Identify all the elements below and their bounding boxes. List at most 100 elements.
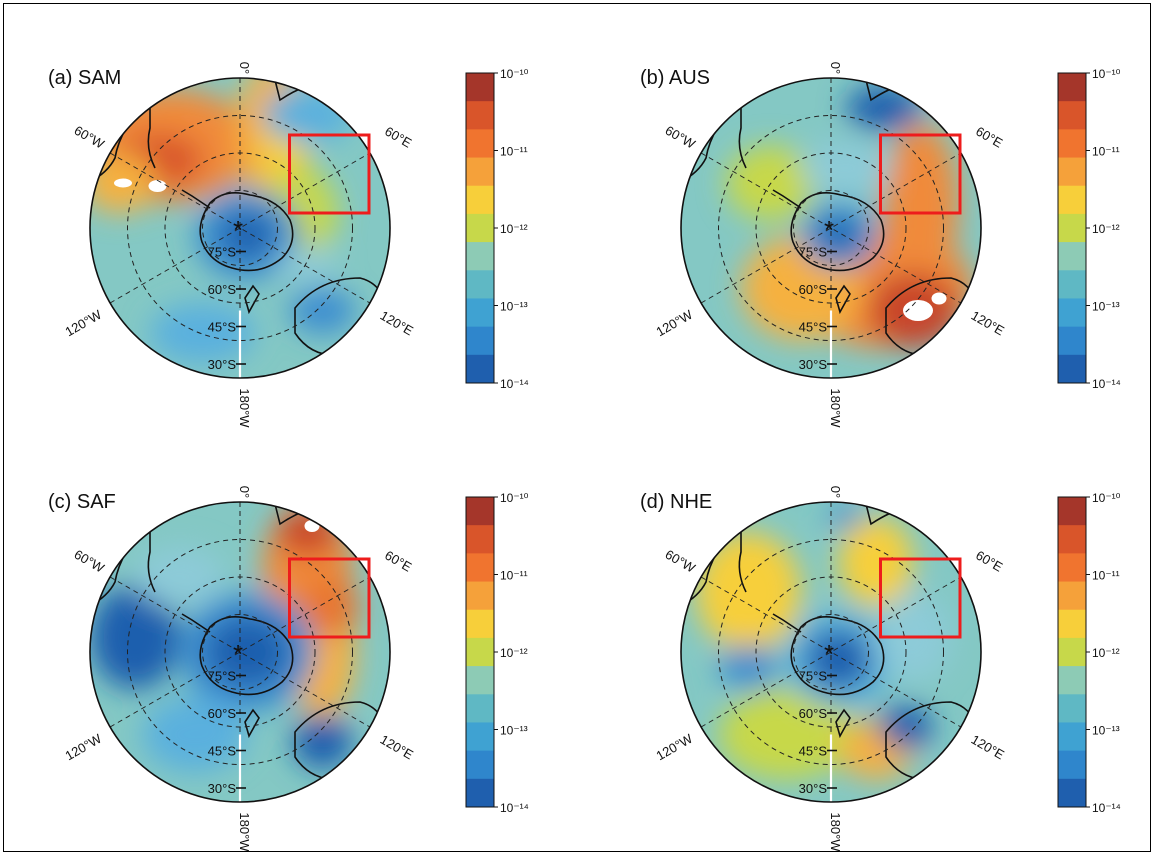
south-pole-marker: * <box>233 215 243 245</box>
masked-patch <box>148 180 167 192</box>
peninsula-outline <box>772 189 802 209</box>
colorbar: 10⁻¹⁰ 10⁻¹¹ 10⁻¹² 10⁻¹³ 10⁻¹⁴ <box>1057 491 1121 815</box>
latitude-label: 30°S <box>208 781 237 796</box>
colorbar-segment <box>466 553 494 583</box>
antarctica-outline <box>199 616 294 696</box>
field-contour <box>142 697 248 772</box>
colorbar-segment <box>466 73 494 102</box>
latitude-circle <box>202 614 278 690</box>
colorbar-segment <box>466 185 494 215</box>
south-pole-marker: * <box>824 639 834 669</box>
longitude-label: 60°W <box>72 547 108 576</box>
colorbar-segment <box>466 270 494 299</box>
colorbar-tick-label: 10⁻¹⁰ <box>500 67 529 81</box>
colorbar-tick-label: 10⁻¹⁰ <box>500 491 529 505</box>
colorbar-tick-label: 10⁻¹⁴ <box>500 377 529 391</box>
colorbar-tick-label: 10⁻¹¹ <box>1092 569 1120 583</box>
longitude-label: 120°W <box>63 730 105 763</box>
colorbar-segment <box>466 778 494 808</box>
longitude-label: 60°W <box>663 123 699 152</box>
latitude-label: 75°S <box>799 669 828 684</box>
colorbar-segment <box>1058 497 1086 526</box>
south-america-inner <box>738 98 747 169</box>
latitude-label: 30°S <box>799 357 828 372</box>
colorbar-tick-label: 10⁻¹¹ <box>500 145 528 159</box>
study-region-box <box>288 133 371 215</box>
colorbar-segment <box>1058 778 1086 808</box>
colorbar-segment <box>466 213 494 243</box>
colorbar-segment <box>466 157 494 187</box>
field-contour <box>696 532 801 652</box>
colorbar-tick-label: 10⁻¹¹ <box>1092 145 1120 159</box>
antarctica-outline <box>199 192 294 272</box>
colorbar-segment <box>466 101 494 130</box>
masked-patch <box>114 178 132 188</box>
field-contour <box>801 141 891 195</box>
colorbar-tick-label: 10⁻¹² <box>500 646 528 660</box>
colorbar-segment <box>1058 581 1086 611</box>
colorbar-tick-label: 10⁻¹³ <box>1092 724 1120 738</box>
panel-title: (b) AUS <box>640 67 710 89</box>
figure-frame <box>3 3 1151 852</box>
colorbar-segment <box>1058 525 1086 554</box>
latitude-label: 45°S <box>208 320 237 335</box>
south-america-inner <box>147 522 156 593</box>
latitude-label: 60°S <box>799 706 828 721</box>
masked-patch <box>903 300 933 321</box>
longitude-label: 60°W <box>72 123 108 152</box>
latitude-label: 75°S <box>799 245 828 260</box>
new-zealand-outline <box>244 284 260 315</box>
colorbar-segment <box>1058 101 1086 130</box>
colorbar-segment <box>466 242 494 271</box>
longitude-label: 120°W <box>654 730 696 763</box>
concentration-field <box>90 502 390 802</box>
latitude-label: 75°S <box>208 245 237 260</box>
latitude-circle <box>127 539 353 765</box>
new-zealand-outline <box>244 708 260 739</box>
longitude-label: 0° <box>237 62 252 74</box>
meridian-line <box>109 576 371 728</box>
colorbar-segment <box>1058 609 1086 639</box>
colorbar-segment <box>466 609 494 639</box>
latitude-circle <box>793 614 869 690</box>
south-pole-marker: * <box>233 639 243 669</box>
field-contour <box>805 629 872 690</box>
new-zealand-outline <box>835 284 851 315</box>
field-contour <box>220 213 275 258</box>
longitude-label: 60°E <box>973 124 1005 151</box>
longitude-label: 120°E <box>969 732 1008 763</box>
latitude-circle <box>718 539 944 765</box>
colorbar-segment <box>1058 213 1086 243</box>
field-contour <box>718 644 779 690</box>
longitude-label: 60°W <box>663 547 699 576</box>
colorbar-tick-label: 10⁻¹⁴ <box>500 801 529 815</box>
map-border <box>89 77 391 379</box>
meridian-line <box>700 576 962 728</box>
map-panel-c: (c) SAF *75°S 60°S 45°S 30°S 0° 180°W 60°W 60°E 1… <box>48 486 529 853</box>
map-border <box>89 501 391 803</box>
latitude-label: 60°S <box>799 282 828 297</box>
field-contour <box>150 303 255 363</box>
study-region-box <box>879 133 962 215</box>
colorbar-segment <box>1058 242 1086 271</box>
antarctica-outline <box>790 616 885 696</box>
graticule <box>109 502 371 802</box>
colorbar: 10⁻¹⁰ 10⁻¹¹ 10⁻¹² 10⁻¹³ 10⁻¹⁴ <box>465 491 529 815</box>
colorbar-segment <box>466 750 494 780</box>
colorbar-tick-label: 10⁻¹¹ <box>500 569 528 583</box>
latitude-label: 60°S <box>208 706 237 721</box>
latitude-label: 45°S <box>208 744 237 759</box>
longitude-label: 180°W <box>237 388 252 428</box>
field-contour <box>828 505 864 529</box>
colorbar-segment <box>1058 129 1086 159</box>
meridian-line <box>109 576 371 728</box>
latitude-label: 45°S <box>799 320 828 335</box>
colorbar-segment <box>1058 73 1086 102</box>
longitude-label: 120°W <box>63 306 105 339</box>
graticule <box>109 78 371 378</box>
field-contour <box>300 577 360 637</box>
south-pole-marker: * <box>824 215 834 245</box>
colorbar-tick-label: 10⁻¹⁰ <box>1092 67 1121 81</box>
field-contour <box>289 286 356 335</box>
